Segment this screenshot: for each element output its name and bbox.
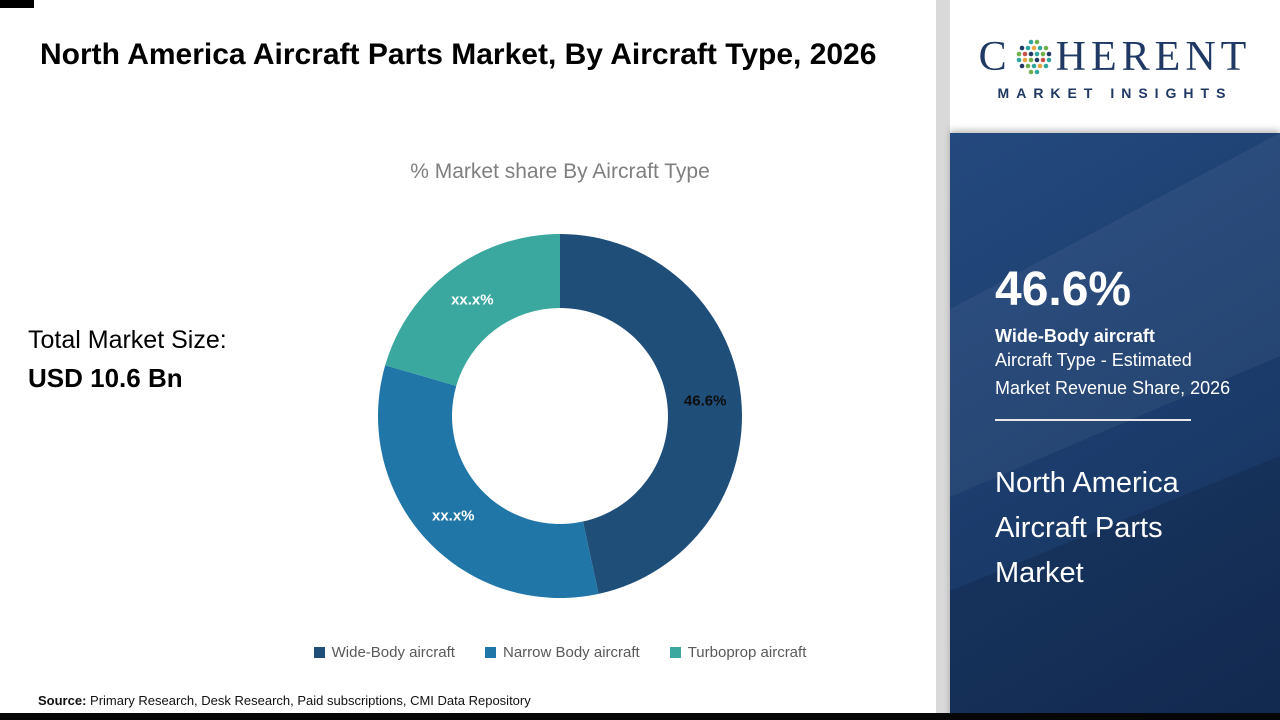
highlight-sidebar: 46.6% Wide-Body aircraft Aircraft Type -… [950,133,1280,720]
donut-segment-2 [385,234,560,386]
sidebar-description: Aircraft Type - Estimated Market Revenue… [995,350,1231,398]
sidebar-content: 46.6% Wide-Body aircraft Aircraft Type -… [950,133,1280,596]
legend-item-wide-body: Wide-Body aircraft [313,644,455,661]
total-market-size-block: Total Market Size: USD 10.6 Bn [28,326,227,394]
corner-mark [0,0,34,8]
source-label: Source: [38,693,87,708]
chart-legend: Wide-Body aircraft Narrow Body aircraft … [240,644,880,661]
logo-word-end: HERENT [1055,33,1252,80]
legend-swatch-narrow-body [484,647,496,658]
chart-subtitle: % Market share By Aircraft Type [410,160,710,183]
logo-word-start: C [978,33,1012,80]
total-market-size-label: Total Market Size: [28,326,227,354]
donut-chart: 46.6% xx.x% xx.x% [330,186,790,646]
legend-swatch-wide-body [313,647,325,658]
brand-logo: C HERENT [979,33,1252,81]
brand-logo-area: C HERENT MARKET INSIGHTS [950,0,1280,133]
total-market-size-value: USD 10.6 Bn [28,363,183,393]
donut-segment-1 [378,365,599,598]
sidebar-divider [995,418,1191,421]
sidebar-market-name: North America Aircraft Parts Market [995,466,1179,589]
source-text: Primary Research, Desk Research, Paid su… [90,693,531,708]
sidebar-headline-value: 46.6% [995,263,1132,316]
vertical-divider-strip [936,0,950,720]
legend-label-wide-body: Wide-Body aircraft [331,644,455,661]
slice-label-1: xx.x% [432,508,475,525]
legend-item-narrow-body: Narrow Body aircraft [484,644,640,661]
donut-chart-svg: 46.6% xx.x% xx.x% [378,234,742,598]
sidebar-headline-label: Wide-Body aircraft [995,326,1155,346]
logo-subtitle: MARKET INSIGHTS [997,84,1233,101]
bottom-bar [0,713,1280,720]
legend-swatch-turboprop [669,647,681,658]
legend-label-narrow-body: Narrow Body aircraft [502,644,640,661]
page-title: North America Aircraft Parts Market, By … [40,38,877,71]
donut-segment-0 [560,234,742,594]
legend-label-turboprop: Turboprop aircraft [687,644,807,661]
legend-item-turboprop: Turboprop aircraft [669,644,807,661]
source-line: Source: Primary Research, Desk Research,… [38,693,531,708]
globe-icon [1016,39,1051,74]
slice-label-2: xx.x% [451,291,494,308]
slice-label-0: 46.6% [684,392,727,409]
